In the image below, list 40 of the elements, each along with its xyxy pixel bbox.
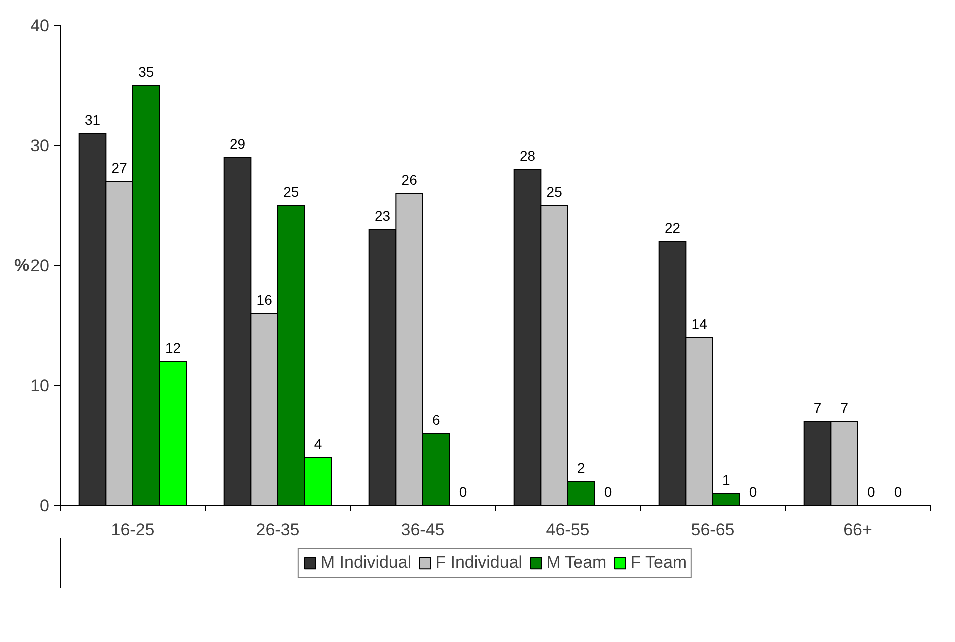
data-label: 14 xyxy=(692,316,708,332)
data-label: 6 xyxy=(432,412,441,428)
data-label: 0 xyxy=(604,484,612,500)
data-label: 0 xyxy=(459,484,468,500)
x-tick-label: 36-45 xyxy=(401,520,445,540)
legend-label: F Team xyxy=(630,553,688,573)
y-tick-label: 10 xyxy=(30,376,50,396)
data-label: 0 xyxy=(749,484,758,500)
data-label: 16 xyxy=(256,292,273,308)
data-label: 25 xyxy=(284,184,300,200)
data-label: 4 xyxy=(314,436,322,452)
data-label: 2 xyxy=(578,460,586,476)
x-tick-label: 26-35 xyxy=(256,520,300,540)
x-tick-label: 46-55 xyxy=(546,520,590,540)
data-label: 0 xyxy=(894,484,902,500)
legend-label: M Team xyxy=(546,553,607,573)
data-label: 29 xyxy=(230,136,246,152)
data-label: 26 xyxy=(402,172,418,188)
data-label: 0 xyxy=(868,484,876,500)
data-label: 31 xyxy=(84,112,101,128)
data-label: 7 xyxy=(814,400,822,416)
legend-label: M Individual xyxy=(320,553,412,573)
data-label: 7 xyxy=(840,400,849,416)
data-label: 23 xyxy=(374,208,391,224)
data-label: 27 xyxy=(112,160,128,176)
y-tick-label: 40 xyxy=(30,16,50,36)
legend-label: F Individual xyxy=(436,553,523,573)
y-tick-label: 30 xyxy=(30,136,50,156)
data-label: 35 xyxy=(138,64,154,80)
y-axis-title: % xyxy=(14,256,30,275)
y-tick-label: 20 xyxy=(30,256,50,276)
x-tick-label: 56-65 xyxy=(691,520,735,540)
x-tick-label: 16-25 xyxy=(111,520,155,540)
data-label: 28 xyxy=(520,148,536,164)
y-tick-label: 0 xyxy=(40,496,50,516)
data-label: 12 xyxy=(165,340,182,356)
x-tick-label: 66+ xyxy=(844,520,872,540)
data-label: 25 xyxy=(546,184,563,200)
data-label: 1 xyxy=(722,472,731,488)
data-label: 22 xyxy=(664,220,681,236)
